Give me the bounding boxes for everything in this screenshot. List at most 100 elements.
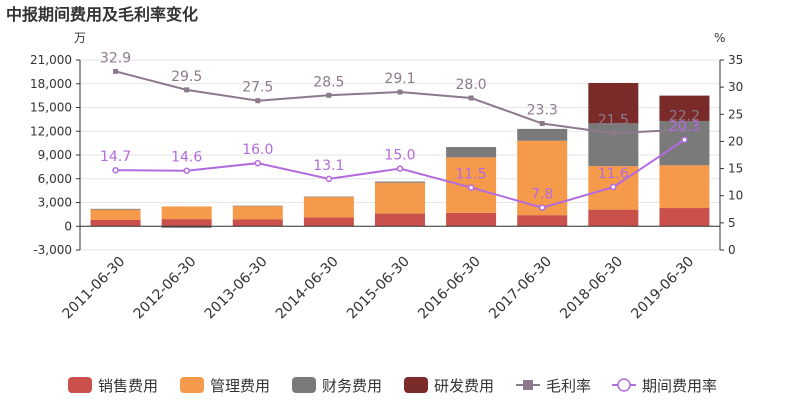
legend-label-管理费用: 管理费用 (210, 377, 270, 395)
y-tick-label: -3,000 (33, 243, 72, 257)
y2-tick-label: 10 (728, 189, 743, 203)
point-毛利率-2014-06-30 (326, 92, 332, 98)
bar-财务费用-2018-06-30 (588, 123, 639, 167)
y-tick-label: 15,000 (30, 101, 72, 115)
chart-title: 中报期间费用及毛利率变化 (6, 5, 198, 24)
point-毛利率-2017-06-30 (539, 121, 545, 127)
y2-tick-label: 25 (728, 107, 743, 121)
bar-销售费用-2016-06-30 (446, 212, 497, 227)
point-期间费用率-2018-06-30 (610, 183, 617, 191)
point-毛利率-2018-06-30 (610, 130, 616, 136)
bar-销售费用-2017-06-30 (517, 215, 568, 227)
legend-label-研发费用: 研发费用 (434, 377, 494, 395)
data-label-毛利率: 28.0 (456, 77, 487, 93)
left-axis-unit: 万 (74, 31, 86, 45)
data-label-毛利率: 21.5 (598, 112, 629, 128)
bar-管理费用-2017-06-30 (517, 140, 568, 216)
bar-销售费用-2015-06-30 (375, 213, 425, 227)
y2-tick-label: 15 (728, 162, 743, 176)
data-label-毛利率: 32.9 (100, 50, 131, 66)
bar-研发费用-2018-06-30 (588, 82, 639, 124)
point-毛利率-2016-06-30 (468, 95, 474, 101)
bars (90, 82, 710, 228)
point-期间费用率-2012-06-30 (183, 167, 190, 174)
x-tick-label: 2013-06-30 (202, 254, 271, 323)
bar-研发费用-2019-06-30 (659, 95, 710, 121)
x-tick-label: 2015-06-30 (344, 254, 413, 323)
y2-tick-label: 0 (728, 243, 736, 257)
point-毛利率-2013-06-30 (255, 98, 261, 104)
point-毛利率-2015-06-30 (397, 89, 403, 95)
point-期间费用率-2015-06-30 (396, 165, 404, 172)
legend-marker-毛利率 (523, 380, 533, 390)
legend-marker-期间费用率 (617, 378, 631, 392)
data-label-毛利率: 28.5 (313, 74, 344, 90)
data-label-期间费用率: 13.1 (313, 158, 344, 174)
bar-管理费用-2011-06-30 (90, 209, 141, 220)
data-label-毛利率: 29.5 (171, 69, 202, 85)
point-期间费用率-2014-06-30 (325, 175, 333, 183)
data-label-期间费用率: 11.6 (598, 166, 629, 182)
bar-财务费用-2012-06-30 (161, 226, 212, 228)
y-tick-label: 18,000 (30, 77, 72, 91)
legend-label-期间费用率: 期间费用率 (642, 377, 717, 395)
bar-财务费用-2017-06-30 (517, 128, 568, 141)
legend-label-销售费用: 销售费用 (98, 377, 158, 395)
data-label-期间费用率: 14.6 (171, 150, 202, 166)
data-labels: 32.9 29.5 27.5 28.5 29.1 28.0 23.3 21.5 22.2 14.7… (100, 50, 700, 202)
y-tick-label: 0 (64, 219, 72, 233)
legend: 销售费用 管理费用 财务费用 研发费用 毛利率 期间费用率 (68, 377, 717, 395)
point-毛利率-2011-06-30 (113, 68, 119, 74)
point-期间费用率-2011-06-30 (112, 166, 119, 174)
point-期间费用率-2016-06-30 (467, 184, 475, 191)
y-tick-label: 9,000 (38, 148, 72, 162)
bar-财务费用-2011-06-30 (90, 208, 141, 210)
y-tick-label: 3,000 (38, 196, 72, 210)
data-label-期间费用率: 20.3 (669, 119, 700, 135)
bar-管理费用-2015-06-30 (375, 182, 425, 214)
data-label-期间费用率: 7.8 (531, 187, 553, 203)
bar-销售费用-2018-06-30 (588, 209, 639, 227)
lines (112, 68, 688, 211)
bar-财务费用-2016-06-30 (446, 147, 497, 158)
point-毛利率-2012-06-30 (184, 87, 190, 93)
y-tick-label: 21,000 (30, 53, 72, 67)
y2-tick-label: 5 (728, 216, 736, 230)
y2-tick-label: 35 (728, 53, 743, 67)
point-期间费用率-2019-06-30 (681, 136, 688, 144)
bar-财务费用-2015-06-30 (375, 181, 425, 183)
bar-销售费用-2011-06-30 (90, 219, 141, 227)
data-label-毛利率: 29.1 (384, 71, 415, 87)
point-期间费用率-2013-06-30 (254, 159, 262, 167)
x-tick-label: 2016-06-30 (415, 254, 484, 323)
legend-label-财务费用: 财务费用 (322, 377, 382, 395)
data-label-毛利率: 22.2 (669, 108, 700, 124)
y-tick-label: 12,000 (30, 124, 72, 138)
x-tick-label: 2017-06-30 (486, 254, 555, 323)
legend-swatch-销售费用 (68, 377, 92, 393)
gridlines (80, 59, 720, 251)
data-label-毛利率: 27.5 (242, 80, 273, 96)
legend-swatch-研发费用 (404, 377, 428, 393)
y-tick-label: 6,000 (38, 172, 72, 186)
bar-管理费用-2012-06-30 (161, 206, 212, 220)
data-label-期间费用率: 11.5 (456, 167, 487, 183)
y2-tick-label: 20 (728, 134, 743, 148)
bar-财务费用-2013-06-30 (232, 205, 283, 207)
legend-swatch-财务费用 (292, 377, 316, 393)
x-tick-label: 2012-06-30 (131, 254, 200, 323)
right-axis-unit: % (714, 31, 725, 45)
data-label-期间费用率: 15.0 (384, 148, 415, 164)
bar-管理费用-2014-06-30 (303, 196, 354, 218)
x-tick-label: 2014-06-30 (273, 254, 342, 323)
x-tick-label: 2019-06-30 (628, 254, 697, 323)
bar-管理费用-2019-06-30 (659, 165, 710, 209)
point-期间费用率-2017-06-30 (538, 204, 546, 211)
point-毛利率-2019-06-30 (681, 126, 687, 132)
bar-财务费用-2014-06-30 (303, 196, 354, 198)
bar-销售费用-2013-06-30 (232, 219, 283, 227)
legend-label-毛利率: 毛利率 (546, 377, 591, 395)
bar-销售费用-2014-06-30 (303, 217, 354, 227)
x-tick-label: 2018-06-30 (557, 254, 626, 323)
